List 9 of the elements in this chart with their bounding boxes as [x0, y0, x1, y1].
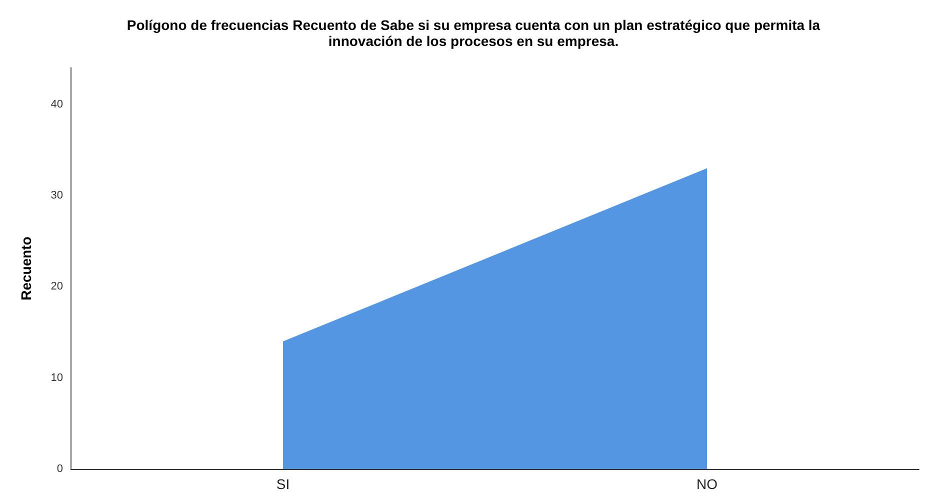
y-axis-title: Recuento — [18, 236, 34, 300]
y-tick-label: 40 — [50, 98, 63, 110]
x-tick-label: NO — [696, 476, 718, 492]
y-tick-label: 30 — [50, 190, 63, 202]
x-tick-label: SI — [276, 476, 290, 492]
y-tick-label: 0 — [56, 463, 63, 475]
chart-title: Polígono de frecuencias Recuento de Sabe si su empresa cuenta con un plan estratégico que permita la innovación de los procesos en su empresa. — [126, 17, 820, 49]
y-tick-label: 20 — [50, 280, 63, 293]
y-tick-label: 10 — [50, 372, 63, 384]
